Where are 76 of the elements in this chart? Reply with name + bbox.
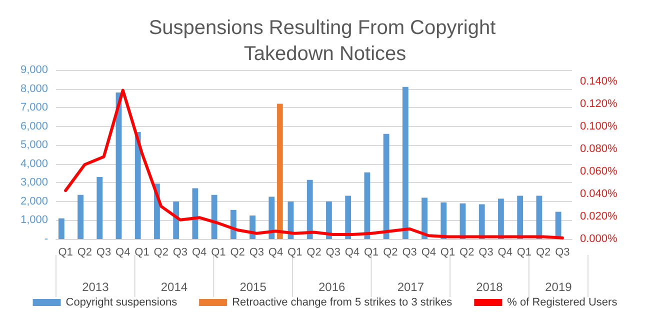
y-tick-label: 8,000 bbox=[20, 82, 48, 95]
y-tick-label: 4,000 bbox=[20, 158, 48, 170]
bar bbox=[326, 201, 332, 239]
x-tick-label: Q1 bbox=[211, 246, 226, 258]
x-tick-label: Q3 bbox=[326, 246, 340, 258]
y-tick-label: 6,000 bbox=[20, 120, 48, 132]
y2-tick-label: 0.040% bbox=[580, 188, 618, 200]
x-tick-label: Q3 bbox=[478, 246, 494, 258]
text: 2016 bbox=[318, 280, 346, 294]
x-tick-label: Q1 bbox=[134, 246, 150, 258]
y2-tick-label: 0.120% bbox=[580, 98, 618, 110]
y-tick-label: 2,000 bbox=[20, 195, 48, 208]
line-series bbox=[64, 88, 564, 240]
y-tick-label: 3,000 bbox=[20, 176, 48, 189]
chart-title: Suspensions Resulting From Copyright Takedown Notices bbox=[148, 17, 502, 65]
bar bbox=[517, 196, 524, 239]
legend-label: % of Registered Users bbox=[507, 296, 618, 308]
x-tick-label: Q2 bbox=[77, 246, 92, 258]
x-tick-label: Q4 bbox=[116, 246, 130, 258]
x-tick-label: Q2 bbox=[154, 246, 168, 258]
bar bbox=[58, 218, 64, 239]
x-tick-label: Q4 bbox=[421, 246, 436, 258]
bar bbox=[306, 180, 313, 239]
bar bbox=[402, 86, 408, 239]
legend-label: Copyright suspensions bbox=[66, 296, 178, 308]
y-tick-label: 9,000 bbox=[20, 64, 48, 76]
x-tick-label: Q2 bbox=[536, 246, 551, 258]
text: 2019 bbox=[545, 280, 572, 294]
y2-tick-label: 0.140% bbox=[580, 75, 618, 88]
text: 2014 bbox=[160, 280, 188, 294]
bar bbox=[276, 104, 283, 239]
text: 2013 bbox=[82, 280, 110, 294]
text: 2015 bbox=[240, 280, 267, 294]
text: 2018 bbox=[476, 280, 504, 294]
bar bbox=[536, 196, 542, 239]
x-tick-label: Q3 bbox=[249, 246, 264, 258]
y-tick-label: 5,000 bbox=[20, 139, 48, 152]
y2-tick-label: 0.020% bbox=[580, 210, 618, 222]
bar bbox=[96, 177, 103, 239]
bar bbox=[192, 188, 198, 239]
x-tick-label: Q1 bbox=[288, 246, 302, 258]
x-tick-label: Q4 bbox=[498, 246, 512, 258]
bar bbox=[440, 202, 447, 239]
x-tick-label: Q3 bbox=[555, 246, 570, 258]
x-tick-label: Q1 bbox=[364, 246, 379, 258]
y-tick-label: 7,000 bbox=[20, 102, 48, 114]
x-tick-label: Q3 bbox=[172, 246, 188, 258]
x-tick-label: Q1 bbox=[58, 246, 73, 258]
x-tick-label: Q3 bbox=[402, 246, 417, 258]
bar bbox=[422, 198, 428, 239]
bar bbox=[78, 194, 84, 239]
y-tick-label: - bbox=[44, 233, 48, 245]
x-tick-label: Q1 bbox=[516, 246, 532, 258]
bar bbox=[364, 172, 370, 239]
bar bbox=[211, 194, 218, 239]
x-tick-label: Q2 bbox=[230, 246, 245, 258]
legend-label: Retroactive change from 5 strikes to 3 strikes bbox=[232, 296, 453, 308]
x-tick-label: Q1 bbox=[440, 246, 456, 258]
x-tick-label: Q2 bbox=[460, 246, 474, 258]
bar bbox=[268, 196, 275, 239]
bar bbox=[383, 134, 390, 239]
y2-tick-label: 0.060% bbox=[580, 165, 618, 178]
x-tick-label: Q3 bbox=[96, 246, 112, 258]
y-tick-label: 1,000 bbox=[20, 214, 48, 226]
bar bbox=[498, 198, 504, 239]
x-tick-label: Q2 bbox=[383, 246, 398, 258]
bar bbox=[134, 132, 141, 239]
bar bbox=[345, 196, 352, 239]
y2-tick-label: 0.100% bbox=[580, 120, 618, 132]
y2-tick-label: 0.080% bbox=[580, 142, 618, 155]
x-tick-label: Q4 bbox=[344, 246, 360, 258]
x-tick-label: Q2 bbox=[306, 246, 322, 258]
x-tick-label: Q4 bbox=[268, 246, 284, 258]
y2-tick-label: 0.000% bbox=[580, 233, 618, 245]
text: 2017 bbox=[397, 280, 424, 294]
x-tick-label: Q4 bbox=[192, 246, 207, 258]
